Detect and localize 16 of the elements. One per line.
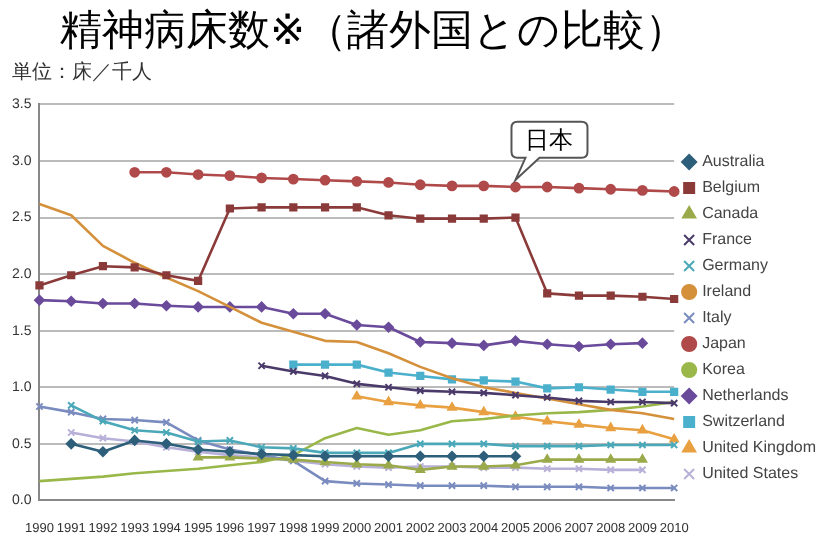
legend-label: United Kingdom: [702, 438, 817, 457]
annotation: 日本: [525, 126, 574, 155]
legend-label: Australia: [702, 152, 766, 171]
legend-label: Switzerland: [702, 412, 785, 431]
legend-label: Japan: [702, 334, 746, 353]
legend-label: Netherlands: [702, 386, 789, 405]
legend-label: Canada: [702, 204, 760, 223]
chart-title: 精神病床数※（諸外国との比較）: [58, 4, 690, 58]
legend-label: France: [702, 230, 754, 249]
legend-label: Germany: [702, 256, 768, 275]
legend-label: Ireland: [702, 282, 752, 301]
legend-label: Korea: [702, 360, 746, 379]
legend-label: Italy: [702, 308, 732, 327]
legend-label: Belgium: [702, 178, 761, 197]
y-axis-title: 単位：床／千人: [10, 60, 154, 88]
legend-label: United States: [702, 464, 799, 483]
